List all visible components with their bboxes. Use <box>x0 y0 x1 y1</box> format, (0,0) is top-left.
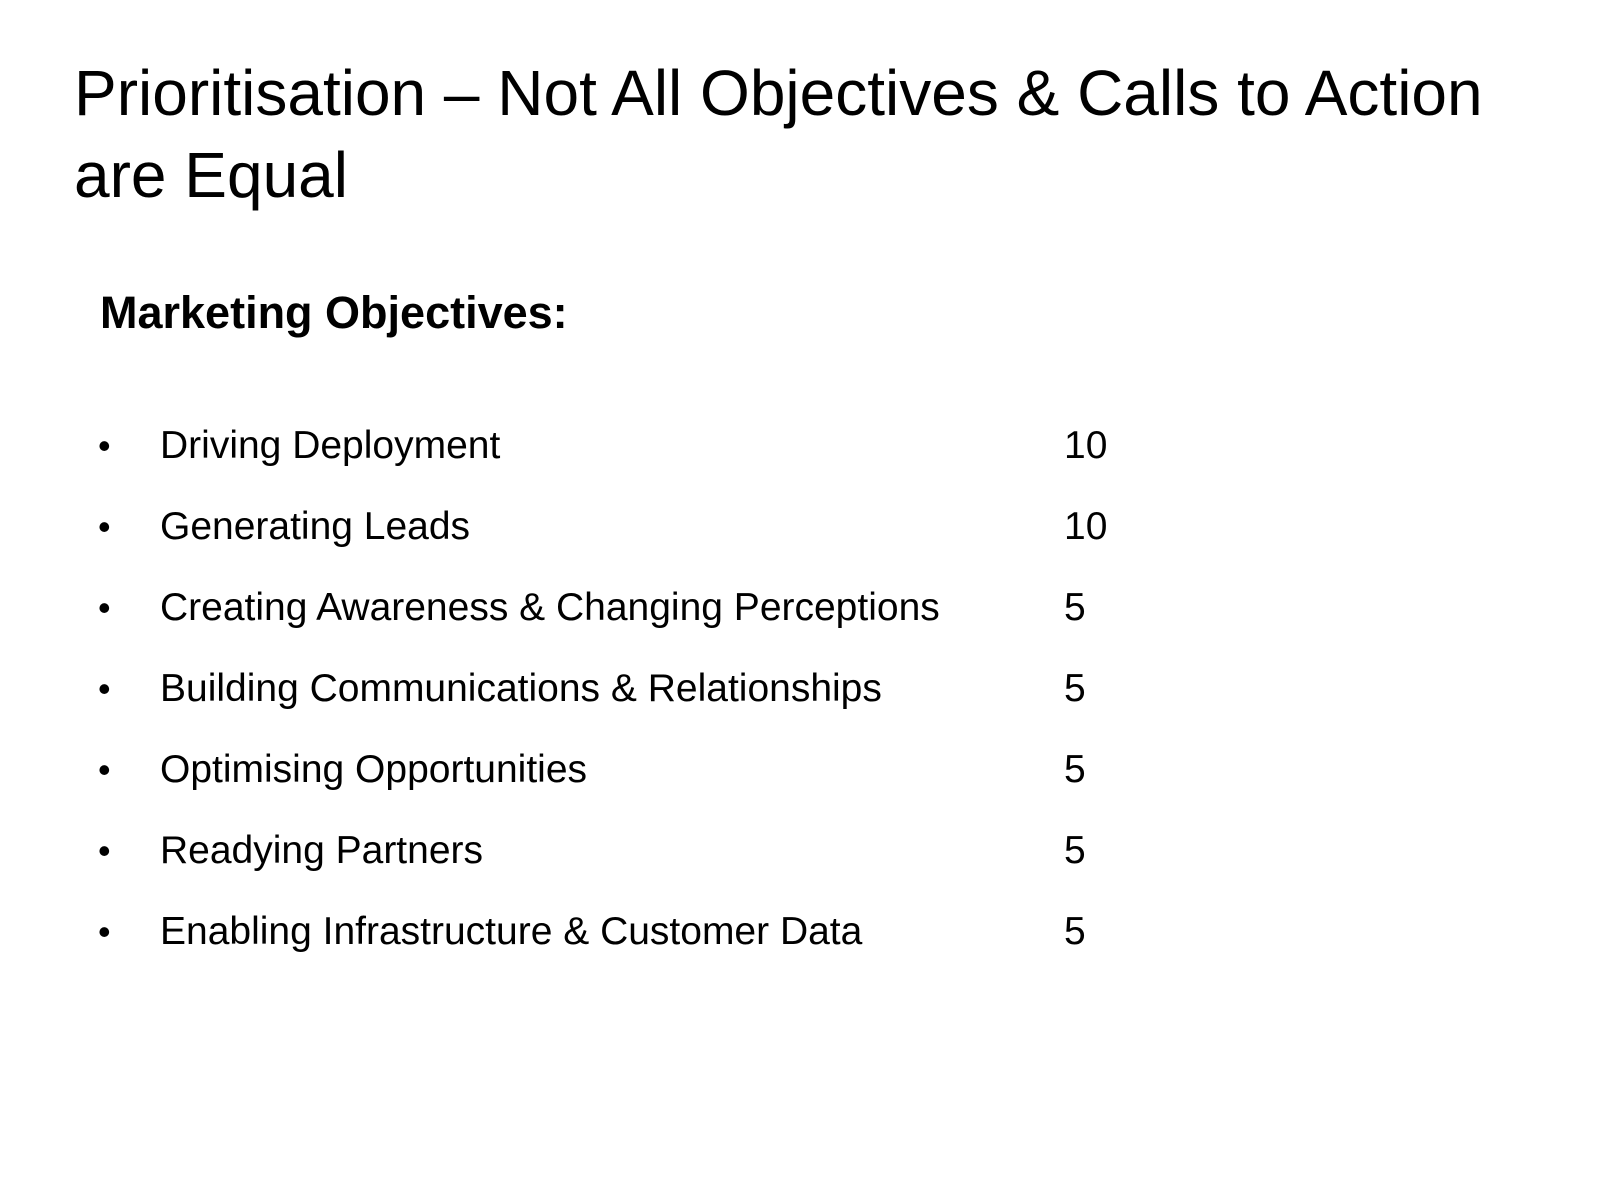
objective-label: Driving Deployment <box>160 424 501 467</box>
objective-label: Enabling Infrastructure & Customer Data <box>160 910 863 953</box>
bullet-icon: • <box>98 668 111 709</box>
bullet-icon: • <box>98 911 111 952</box>
objectives-list: • Driving Deployment 10 • Generating Lea… <box>98 420 1198 987</box>
objective-label: Building Communications & Relationships <box>160 667 882 710</box>
objective-score: 10 <box>1064 505 1108 548</box>
objective-label: Creating Awareness & Changing Perception… <box>160 586 940 629</box>
list-item: • Building Communications & Relationship… <box>98 663 1198 744</box>
objective-score: 5 <box>1064 748 1086 791</box>
objective-label: Optimising Opportunities <box>160 748 588 791</box>
bullet-icon: • <box>98 425 111 466</box>
list-item: • Enabling Infrastructure & Customer Dat… <box>98 906 1198 987</box>
list-item: • Creating Awareness & Changing Percepti… <box>98 582 1198 663</box>
objective-label: Generating Leads <box>160 505 471 548</box>
list-item: • Optimising Opportunities 5 <box>98 744 1198 825</box>
objective-label: Readying Partners <box>160 829 484 872</box>
objective-score: 5 <box>1064 910 1086 953</box>
list-item: • Readying Partners 5 <box>98 825 1198 906</box>
objective-score: 5 <box>1064 829 1086 872</box>
section-heading: Marketing Objectives: <box>100 287 568 338</box>
bullet-icon: • <box>98 587 111 628</box>
slide-title: Prioritisation – Not All Objectives & Ca… <box>74 57 1483 211</box>
objective-score: 5 <box>1064 667 1086 710</box>
list-item: • Driving Deployment 10 <box>98 420 1198 501</box>
bullet-icon: • <box>98 830 111 871</box>
list-item: • Generating Leads 10 <box>98 501 1198 582</box>
objective-score: 10 <box>1064 424 1108 467</box>
bullet-icon: • <box>98 506 111 547</box>
objective-score: 5 <box>1064 586 1086 629</box>
bullet-icon: • <box>98 749 111 790</box>
